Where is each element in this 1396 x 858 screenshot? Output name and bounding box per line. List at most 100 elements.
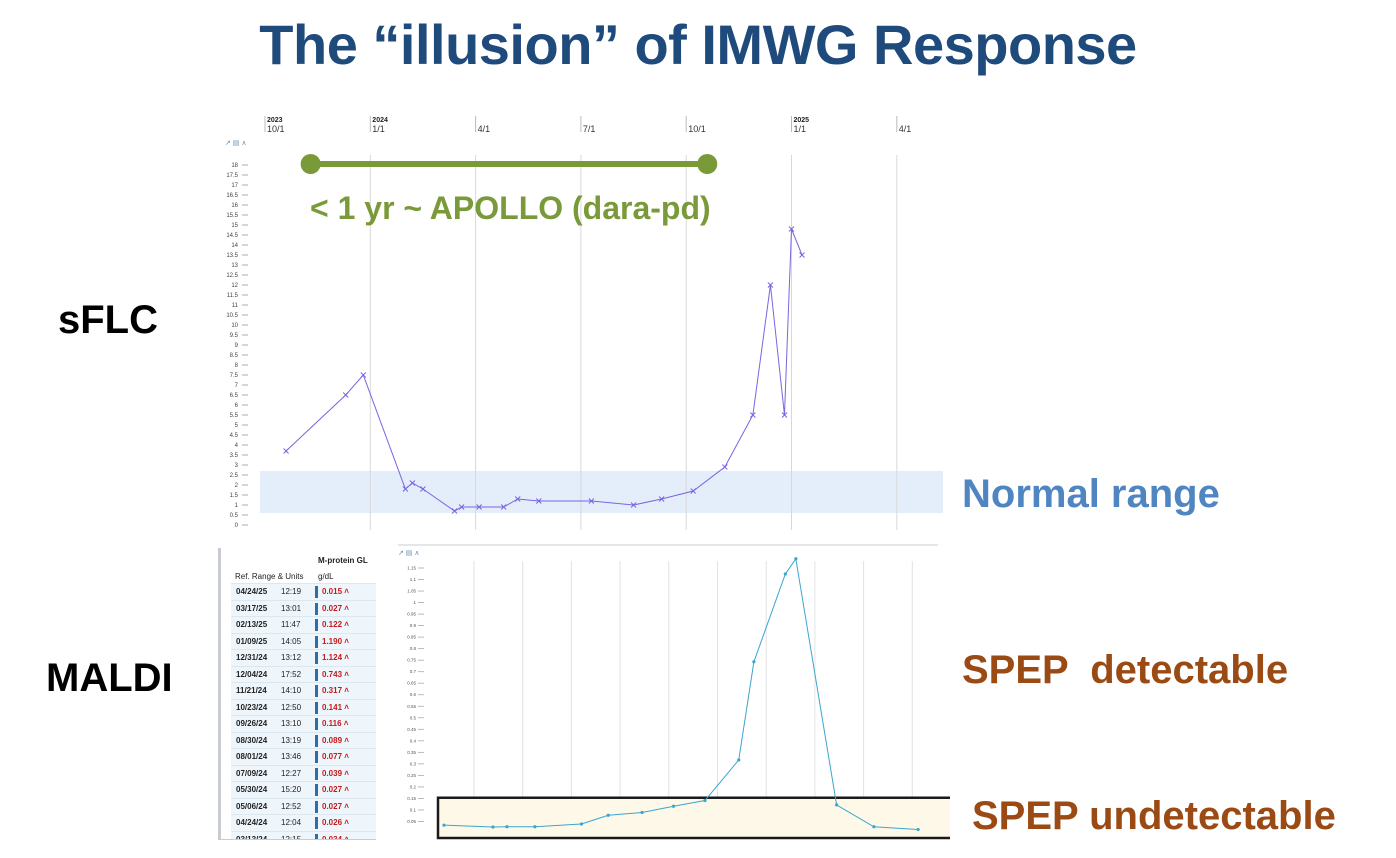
normal-range-label: Normal range [962,472,1220,516]
row-value: 0.027 ˄ [315,800,349,813]
x-tick-label: 1/1 [794,124,807,134]
row-value: 0.027 ˄ [315,602,349,615]
table-units: g/dL [318,572,334,581]
y-tick-label: 1.5 [230,493,239,499]
row-value: 0.026 ˄ [315,817,349,829]
y-tick-label: 11 [232,303,239,309]
maldi-point [671,804,676,808]
table-row: 03/17/25 13:01 0.027 ˄ [231,599,376,616]
y-tick-label: 8.5 [230,353,239,359]
x-tick-year: 2023 [267,117,283,124]
maldi-point [752,660,756,664]
sflc-point [690,488,697,494]
slide-title: The “illusion” of IMWG Response [259,13,1137,76]
y-tick-label: 0.7 [410,669,417,674]
y-tick-label: 14 [231,243,238,249]
row-date: 12/04/24 [236,669,268,679]
sflc-point [535,498,542,504]
maldi-series-line [443,557,919,831]
table-row: 01/09/25 14:05 1.190 ˄ [231,632,376,649]
y-tick-label: 0.55 [407,704,416,709]
row-date: 04/24/25 [236,587,268,596]
y-tick-label: 7.5 [230,373,239,379]
x-tick-year: 2025 [794,117,810,124]
y-tick-label: 0.5 [410,715,417,720]
row-date: 08/30/24 [236,735,268,745]
y-tick-label: 6 [235,403,239,409]
x-tick-label: 4/1 [478,124,491,134]
row-date: 10/23/24 [236,702,268,712]
row-value: 0.141 ˄ [315,701,349,714]
maldi-label: MALDI [46,656,173,700]
row-time: 12:50 [281,702,302,712]
sflc-point [588,498,595,504]
sflc-point [451,508,458,514]
y-tick-label: 0.4 [410,738,417,743]
row-time: 14:05 [281,636,302,646]
y-tick-label: 1 [235,503,239,509]
maldi-chart: ↗ ▤ ∧ 0.05 0.1 0.15 0.2 0.25 0.3 0.35 0.4 0.45 0.5… [398,544,950,840]
sflc-point [721,464,728,470]
row-date: 08/01/24 [236,752,268,761]
table-rows: 04/24/25 12:19 0.015 ˄ 03/17/25 13:01 0.027 ˄… [231,583,376,839]
y-tick-label: 15 [231,223,238,229]
maldi-point [606,813,610,817]
y-tick-label: 16 [231,203,238,209]
row-date: 11/21/24 [236,686,267,695]
sflc-point [781,412,788,418]
y-tick-label: 0.2 [410,784,417,789]
row-value: 1.190 ˄ [315,635,349,648]
row-date: 03/17/25 [236,603,268,613]
row-date: 12/31/24 [236,653,268,662]
y-tick-label: 15.5 [226,213,238,219]
table-row: 09/26/24 13:10 0.116 ˄ [231,715,376,732]
y-tick-label: 7 [235,383,239,389]
y-tick-label: 0.3 [410,761,417,766]
y-tick-label: 13.5 [226,253,238,259]
sflc-point [476,504,482,510]
row-value: 0.039 ˄ [315,767,349,780]
y-tick-label: 11.5 [227,293,239,299]
y-tick-label: 4 [235,443,239,449]
sflc-label: sFLC [58,298,158,342]
row-time: 12:27 [281,768,302,778]
sflc-point [409,480,416,486]
row-time: 13:12 [281,653,302,662]
y-tick-label: 12.5 [226,273,238,279]
row-time: 17:52 [281,669,302,679]
sflc-point [342,392,349,398]
row-value: 0.027 ˄ [315,784,349,796]
row-date: 04/24/24 [236,818,268,827]
sflc-point [500,504,507,510]
row-value: 0.743 ˄ [315,668,349,681]
maldi-point [737,758,741,762]
apollo-span-end [697,154,718,174]
table-row: 12/31/24 13:12 1.124 ˄ [231,649,376,666]
undetectable-band [436,796,950,840]
row-date: 01/09/25 [236,636,268,646]
row-date: 07/09/24 [236,768,268,778]
toolbar-icon: ↗ ▤ ∧ [225,140,247,147]
row-value: 0.116 ˄ [315,718,348,730]
table-row: 08/01/24 13:46 0.077 ˄ [231,748,376,765]
table-row: 05/06/24 12:52 0.027 ˄ [231,797,376,814]
maldi-point [916,827,920,832]
y-tick-label: 10.5 [226,313,238,319]
maldi-point [783,572,787,576]
y-tick-label: 0.9 [410,623,417,628]
row-time: 12:04 [281,818,302,827]
table-row: 02/13/25 11:47 0.122 ˄ [231,616,376,633]
y-tick-label: 9.5 [230,333,239,339]
row-value: 0.122 ˄ [315,619,349,631]
y-tick-label: 18 [231,163,238,169]
maldi-point [872,825,876,829]
y-tick-label: 5.5 [230,413,239,419]
row-date: 02/13/25 [236,620,268,629]
y-tick-label: 16.5 [226,193,238,199]
sflc-point [799,252,805,258]
spep-detectable-label: SPEP detectable [962,648,1289,692]
y-tick-label: 1.1 [410,577,417,582]
y-tick-label: 3.5 [230,453,239,459]
y-tick-label: 0.95 [407,612,416,617]
maldi-point [640,810,644,815]
